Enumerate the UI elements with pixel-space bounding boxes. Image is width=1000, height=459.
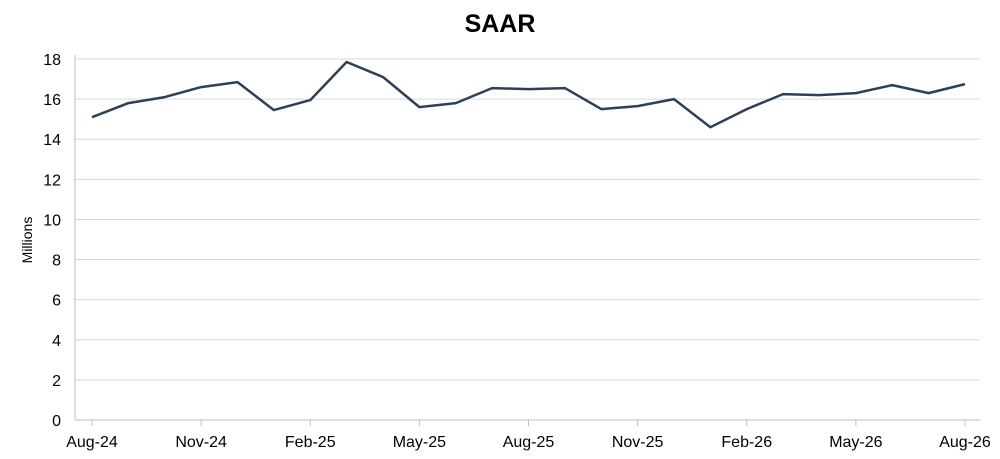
y-tick-label: 8	[52, 253, 61, 270]
x-tick-label: Nov-24	[175, 434, 227, 451]
x-tick-label: May-25	[393, 434, 446, 451]
series-line-saar	[91, 60, 966, 129]
x-tick-label: Feb-26	[721, 434, 772, 451]
x-tick-label: Feb-25	[285, 434, 336, 451]
x-tick-label: May-26	[829, 434, 882, 451]
x-tick-label: Aug-24	[66, 434, 118, 451]
y-tick-label: 0	[52, 413, 61, 430]
y-axis-label: Millions	[19, 217, 35, 264]
x-axis-ticks: Aug-24 Nov-24 Feb-25 May-25 Aug-25 Nov-25 Feb-…	[66, 434, 991, 451]
y-tick-label: 4	[52, 333, 61, 350]
grid	[75, 58, 980, 381]
chart-title: SAAR	[464, 10, 536, 38]
x-tick-label: Aug-26	[939, 434, 991, 451]
y-tick-label: 2	[52, 373, 61, 390]
axes	[74, 55, 980, 426]
y-tick-label: 16	[43, 92, 61, 109]
y-tick-label: 12	[43, 172, 61, 189]
y-tick-label: 14	[43, 132, 61, 149]
x-tick-label: Nov-25	[612, 434, 664, 451]
series-points	[91, 61, 966, 128]
y-tick-label: 6	[52, 293, 61, 310]
y-tick-label: 18	[43, 52, 61, 69]
x-tick-label: Aug-25	[503, 434, 555, 451]
y-axis-ticks: 0 2 4 6 8 10 12 14 16 18	[43, 52, 61, 430]
y-tick-label: 10	[43, 212, 61, 229]
